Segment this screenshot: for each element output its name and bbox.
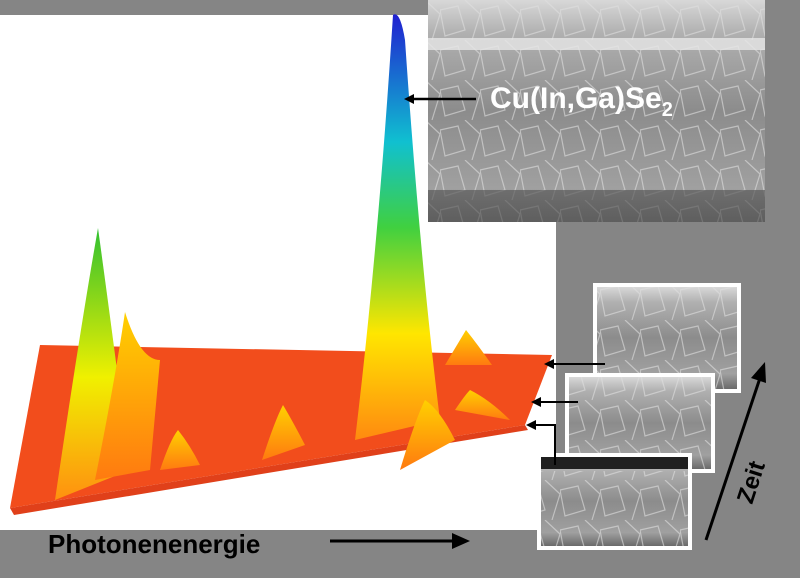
- arrow-head: [404, 94, 414, 104]
- time-axis-arrow: [704, 377, 762, 541]
- peak: [455, 390, 510, 420]
- sem-inset: [537, 453, 692, 550]
- energy-axis-label: Photonenenergie: [48, 529, 260, 559]
- material-label: Cu(In,Ga)Se2: [490, 82, 673, 121]
- arrow-head: [452, 533, 470, 549]
- sem-image-main: [428, 0, 765, 222]
- arrow-head: [751, 362, 766, 383]
- peak: [95, 312, 160, 480]
- peak: [355, 14, 440, 441]
- inset-arrow-heads: [526, 359, 554, 430]
- peak: [262, 405, 305, 460]
- peak: [445, 330, 492, 365]
- peak: [160, 430, 200, 470]
- material-subscript: 2: [662, 99, 673, 121]
- material-text: Cu(In,Ga)Se: [490, 82, 662, 115]
- peak: [400, 400, 455, 470]
- inset-pointers: [534, 363, 605, 465]
- surface-edge: [10, 425, 528, 515]
